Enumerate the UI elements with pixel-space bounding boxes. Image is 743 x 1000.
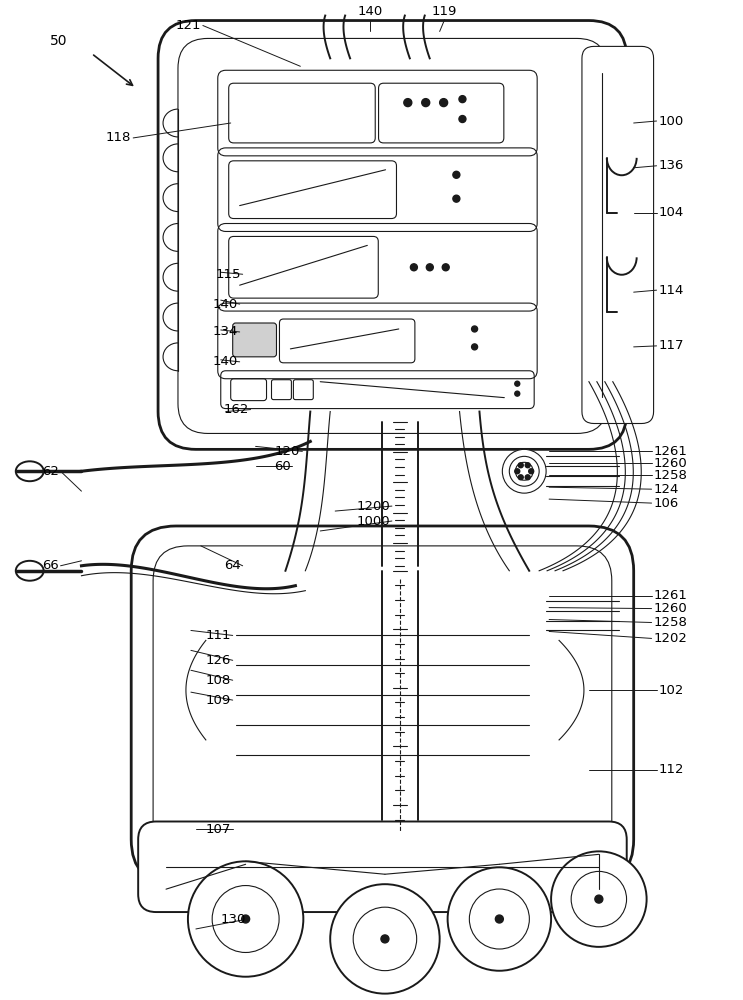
Text: 1000: 1000 xyxy=(357,515,390,528)
Circle shape xyxy=(442,264,450,271)
FancyBboxPatch shape xyxy=(132,526,634,884)
Text: 1202: 1202 xyxy=(654,632,687,645)
Text: 140: 140 xyxy=(357,5,383,18)
Circle shape xyxy=(519,619,523,624)
Text: 62: 62 xyxy=(42,465,59,478)
Text: 119: 119 xyxy=(432,5,458,18)
Circle shape xyxy=(472,344,478,350)
Text: 140: 140 xyxy=(212,298,238,311)
Text: 108: 108 xyxy=(206,674,231,687)
Circle shape xyxy=(440,99,447,107)
Circle shape xyxy=(519,607,523,612)
Circle shape xyxy=(404,99,412,107)
Text: 64: 64 xyxy=(224,559,241,572)
Ellipse shape xyxy=(16,561,44,581)
Circle shape xyxy=(472,326,478,332)
Circle shape xyxy=(502,449,546,493)
Text: 112: 112 xyxy=(658,763,684,776)
Circle shape xyxy=(519,463,523,468)
Text: 1258: 1258 xyxy=(654,616,687,629)
Circle shape xyxy=(496,915,503,923)
Text: 1200: 1200 xyxy=(356,500,390,513)
Text: 50: 50 xyxy=(50,34,67,48)
Circle shape xyxy=(525,607,531,612)
Text: 118: 118 xyxy=(106,131,132,144)
Circle shape xyxy=(551,851,646,947)
Text: 111: 111 xyxy=(205,629,231,642)
FancyBboxPatch shape xyxy=(158,21,626,449)
Text: 1258: 1258 xyxy=(654,469,687,482)
Circle shape xyxy=(459,96,466,103)
Circle shape xyxy=(509,456,539,486)
Text: 1260: 1260 xyxy=(654,602,687,615)
Circle shape xyxy=(410,264,418,271)
Ellipse shape xyxy=(16,461,44,481)
Circle shape xyxy=(353,907,417,971)
Circle shape xyxy=(426,264,433,271)
Circle shape xyxy=(330,884,440,994)
Text: 126: 126 xyxy=(205,654,231,667)
Text: 136: 136 xyxy=(658,159,684,172)
Circle shape xyxy=(516,607,533,624)
Text: 1260: 1260 xyxy=(654,457,687,470)
Circle shape xyxy=(502,594,546,637)
Text: 134: 134 xyxy=(212,325,238,338)
Circle shape xyxy=(595,895,603,903)
Circle shape xyxy=(381,935,389,943)
Circle shape xyxy=(470,889,529,949)
Text: 60: 60 xyxy=(273,460,291,473)
Text: 66: 66 xyxy=(42,559,59,572)
Text: 121: 121 xyxy=(175,19,201,32)
Text: 117: 117 xyxy=(658,339,684,352)
Circle shape xyxy=(422,99,429,107)
Circle shape xyxy=(188,861,303,977)
Circle shape xyxy=(509,601,539,630)
Circle shape xyxy=(515,381,520,386)
Circle shape xyxy=(529,613,533,618)
Circle shape xyxy=(212,886,279,952)
Circle shape xyxy=(459,116,466,123)
Text: 107: 107 xyxy=(205,823,231,836)
Text: 130: 130 xyxy=(220,913,246,926)
Circle shape xyxy=(447,867,551,971)
Text: 1261: 1261 xyxy=(654,445,687,458)
Circle shape xyxy=(515,391,520,396)
Text: 104: 104 xyxy=(658,206,684,219)
Text: 102: 102 xyxy=(658,684,684,697)
Circle shape xyxy=(525,619,531,624)
Text: 100: 100 xyxy=(658,115,684,128)
FancyBboxPatch shape xyxy=(138,822,626,912)
Circle shape xyxy=(519,475,523,480)
Circle shape xyxy=(515,469,520,474)
Text: 124: 124 xyxy=(654,483,679,496)
Text: 115: 115 xyxy=(215,268,241,281)
Text: 1261: 1261 xyxy=(654,589,687,602)
Circle shape xyxy=(515,613,520,618)
Circle shape xyxy=(525,475,531,480)
Text: 114: 114 xyxy=(658,284,684,297)
Circle shape xyxy=(529,469,533,474)
Text: 140: 140 xyxy=(212,355,238,368)
Circle shape xyxy=(525,463,531,468)
Circle shape xyxy=(516,462,533,480)
Text: 106: 106 xyxy=(654,497,679,510)
Text: 109: 109 xyxy=(206,694,231,707)
Circle shape xyxy=(571,871,626,927)
Text: 162: 162 xyxy=(223,403,249,416)
FancyBboxPatch shape xyxy=(233,323,276,357)
Circle shape xyxy=(453,171,460,178)
FancyBboxPatch shape xyxy=(582,46,654,423)
Circle shape xyxy=(453,195,460,202)
Text: 120: 120 xyxy=(275,445,300,458)
Circle shape xyxy=(241,915,250,923)
